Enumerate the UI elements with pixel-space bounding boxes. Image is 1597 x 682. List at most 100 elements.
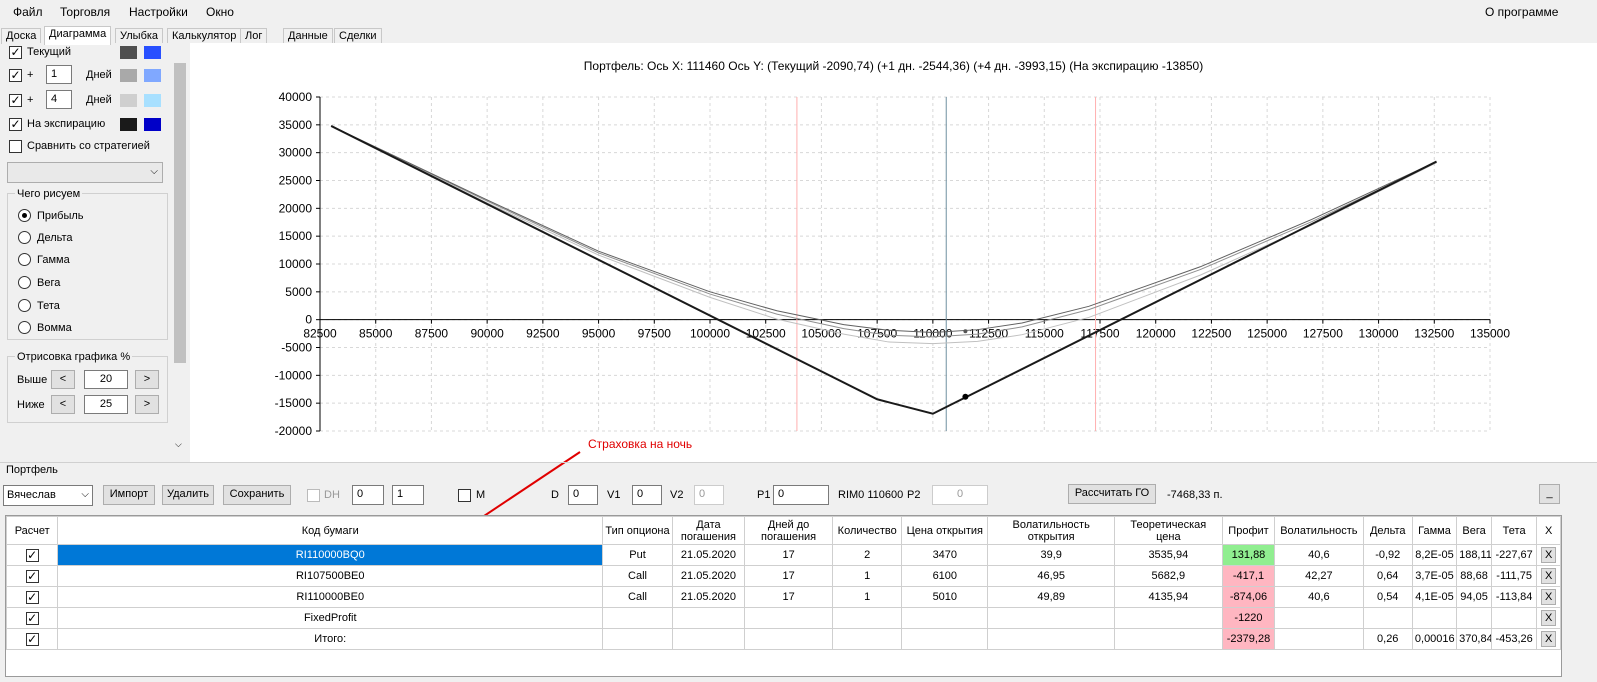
calc-checkbox-cell[interactable] [5,628,59,650]
cell-days[interactable]: 17 [743,565,834,587]
cell-qty[interactable]: 1 [832,586,903,608]
days2-color-2[interactable] [144,94,161,107]
below-input[interactable]: 25 [84,395,128,414]
current-color-1[interactable] [120,46,137,59]
table-row[interactable]: RI107500BE0Call21.05.2020171610046,95568… [5,565,1561,587]
days2-input[interactable]: 4 [46,90,72,109]
cell-profit[interactable]: -417,1 [1221,565,1276,587]
column-header[interactable]: Волатильность открытия [987,516,1115,545]
compare-checkbox[interactable] [9,140,22,153]
above-input[interactable]: 20 [84,370,128,389]
cell-code[interactable]: Итого: [57,628,604,650]
cell-theta[interactable]: -111,75 [1491,565,1538,587]
cell-qty[interactable]: 1 [832,565,903,587]
cell-delta[interactable]: 0,54 [1362,586,1413,608]
cell-vega[interactable]: 88,68 [1456,565,1493,587]
cell-open[interactable] [901,628,989,650]
cell-vol[interactable]: 42,27 [1274,565,1364,587]
cell-theta[interactable]: -227,67 [1491,544,1538,566]
cell-theo[interactable] [1113,628,1223,650]
cell-type[interactable]: Put [602,544,673,566]
calc-checkbox[interactable] [25,569,39,583]
cell-days[interactable]: 17 [743,586,834,608]
cell-type[interactable]: Call [602,565,673,587]
cell-code[interactable]: FixedProfit [57,607,604,629]
radio-delta[interactable] [18,231,31,244]
scrollbar-thumb[interactable] [174,63,186,363]
cell-vega[interactable]: 370,84 [1456,628,1493,650]
cell-days[interactable]: 17 [743,544,834,566]
calc-checkbox[interactable] [25,632,39,646]
column-header[interactable]: Тета [1491,516,1538,545]
days2-color-1[interactable] [120,94,137,107]
above-decrease-button[interactable]: < [51,370,75,389]
cell-profit[interactable]: -874,06 [1221,586,1276,608]
column-header[interactable]: Гамма [1411,516,1458,545]
tab-log[interactable]: Лог [240,28,268,44]
left-panel-scrollbar[interactable]: ⌵ [172,43,188,463]
menu-settings[interactable]: Настройки [129,5,188,19]
import-button[interactable]: Импорт [103,485,155,505]
expiry-checkbox[interactable] [9,118,22,131]
cell-vega[interactable]: 94,05 [1456,586,1493,608]
radio-profit[interactable] [18,209,31,222]
radio-vega[interactable] [18,276,31,289]
p1-input[interactable]: 0 [773,485,829,505]
table-row[interactable]: RI110000BQ0Put21.05.2020172347039,93535,… [5,544,1561,566]
cell-qty[interactable] [832,628,903,650]
cell-theta[interactable]: -453,26 [1491,628,1538,650]
column-header[interactable]: Дней до погашения [743,516,834,545]
d-input[interactable]: 0 [568,485,598,505]
tab-diagram[interactable]: Диаграмма [44,26,112,45]
remove-row-button[interactable]: X [1541,547,1557,563]
column-header[interactable]: Код бумаги [57,516,604,545]
calc-go-button[interactable]: Рассчитать ГО [1068,484,1156,504]
cell-date[interactable] [671,607,745,629]
cell-code[interactable]: RI110000BE0 [57,586,604,608]
column-header[interactable]: Количество [832,516,903,545]
cell-theta[interactable] [1491,607,1538,629]
p2-input[interactable]: 0 [932,485,988,505]
cell-vol_open[interactable] [987,628,1115,650]
cell-vol_open[interactable]: 49,89 [987,586,1115,608]
cell-vol[interactable] [1274,607,1364,629]
column-header[interactable]: Цена открытия [901,516,989,545]
calc-checkbox-cell[interactable] [5,565,59,587]
table-row[interactable]: FixedProfit -1220 X [5,607,1561,629]
column-header[interactable]: Волатильность [1274,516,1364,545]
cell-qty[interactable]: 2 [832,544,903,566]
calc-checkbox[interactable] [25,548,39,562]
cell-type[interactable] [602,607,673,629]
menu-file[interactable]: Файл [13,5,43,19]
below-increase-button[interactable]: > [135,395,159,414]
cell-profit[interactable]: 131,88 [1221,544,1276,566]
current-color-2[interactable] [144,46,161,59]
column-header[interactable]: Расчет [5,516,59,545]
cell-gamma[interactable]: 0,00016 [1411,628,1458,650]
tab-data[interactable]: Данные [283,28,333,44]
days1-input[interactable]: 1 [46,65,72,84]
cell-vol[interactable] [1274,628,1364,650]
calc-checkbox[interactable] [25,590,39,604]
cell-date[interactable]: 21.05.2020 [671,586,745,608]
cell-delta[interactable] [1362,607,1413,629]
tab-smile[interactable]: Улыбка [115,28,164,44]
cell-delta[interactable]: 0,26 [1362,628,1413,650]
remove-row-button[interactable]: X [1541,589,1557,605]
tab-calculator[interactable]: Калькулятор [167,28,242,44]
v2-input[interactable]: 0 [694,485,724,505]
cell-vol[interactable]: 40,6 [1274,586,1364,608]
cell-type[interactable]: Call [602,586,673,608]
save-button[interactable]: Сохранить [223,485,291,505]
column-header[interactable]: Теоретическая цена [1113,516,1223,545]
cell-vega[interactable] [1456,607,1493,629]
menu-window[interactable]: Окно [206,5,234,19]
cell-qty[interactable] [832,607,903,629]
cell-vol_open[interactable]: 39,9 [987,544,1115,566]
cell-theta[interactable]: -113,84 [1491,586,1538,608]
column-header[interactable]: Дата погашения [671,516,745,545]
cell-delta[interactable]: -0,92 [1362,544,1413,566]
spin2-input[interactable]: 1 [392,485,424,505]
expiry-color-1[interactable] [120,118,137,131]
column-header[interactable]: Профит [1221,516,1276,545]
